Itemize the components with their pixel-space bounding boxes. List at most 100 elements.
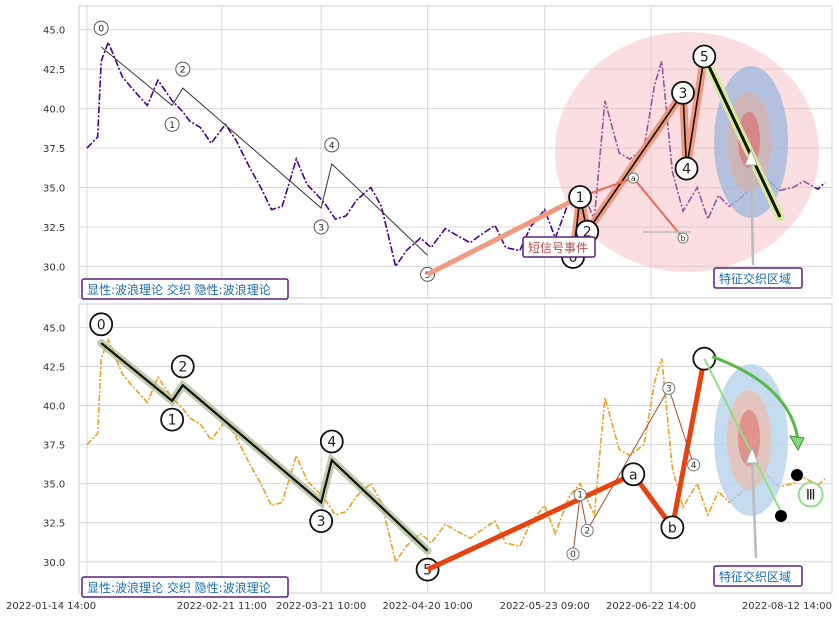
small-marker-label: 4 — [691, 461, 697, 471]
feature-zone-label: 特征交织区域 — [719, 569, 791, 584]
small-marker — [687, 458, 701, 472]
primary-wave-line — [100, 46, 428, 256]
price-series-line — [86, 40, 826, 269]
big-wave-marker — [692, 44, 717, 69]
y-tick-label: 42.5 — [43, 362, 65, 373]
wave-marker-label: 1 — [168, 413, 177, 429]
zone-arrow — [750, 457, 758, 559]
y-tick-label: 37.5 — [43, 144, 65, 155]
wave-marker — [175, 61, 191, 77]
x-tick-label: 2022-05-23 09:00 — [500, 601, 590, 612]
wave-marker — [309, 509, 334, 534]
big-wave-marker — [568, 185, 593, 209]
big-marker — [621, 462, 646, 487]
panel-bottom: 45.0 42.5 40.0 37.5 35.0 32.5 30.0 0 1 2 3 4 5 0 1 2 3 4 a… — [6, 303, 833, 612]
small-marker — [580, 524, 594, 538]
big-wave-marker-label: 1 — [576, 190, 585, 206]
primary-wave-line — [100, 342, 429, 552]
x-tick-label: 2022-01-14 14:00 — [6, 601, 96, 612]
big-wave-marker-label: 0 — [569, 250, 578, 266]
short-signal-label: 短信号事件 — [528, 241, 588, 255]
legend-text: 显性:波浪理论 交织 隐性:波浪理论 — [87, 580, 271, 595]
big-wave-marker-label: 3 — [679, 86, 688, 102]
wave-marker-label: 0 — [97, 317, 106, 333]
short-signal-band — [426, 194, 582, 277]
feature-zone-box — [713, 565, 803, 587]
small-marker-label: 2 — [584, 527, 590, 537]
big-wave-marker — [674, 156, 699, 181]
small-marker-label: 3 — [666, 384, 672, 394]
wave-marker — [93, 20, 109, 36]
small-marker-label: a — [631, 174, 636, 183]
small-marker — [677, 232, 689, 244]
x-tick-label: 2022-03-21 10:00 — [276, 601, 366, 612]
small-marker-label: 1 — [577, 491, 583, 501]
x-tick-label: 2022-06-22 14:00 — [606, 601, 696, 612]
wave-marker — [164, 116, 180, 132]
big-marker — [660, 515, 685, 540]
zone-arrow-head — [745, 446, 759, 464]
wave-marker — [324, 137, 340, 153]
y-tick-label: 30.0 — [43, 558, 65, 569]
y-tick-label: 42.5 — [43, 65, 65, 76]
feature-zone-label: 特征交织区域 — [719, 271, 791, 286]
y-tick-label: 32.5 — [43, 519, 65, 530]
big-wave-marker-label: 2 — [583, 225, 592, 241]
x-tick-label: 2022-08-12 14:00 — [742, 601, 832, 612]
orange-wave-line — [426, 358, 707, 572]
feature-zone-box — [713, 267, 803, 289]
green-projection — [703, 358, 782, 513]
y-tick-label: 40.0 — [43, 105, 65, 116]
feature-zone-core — [738, 410, 760, 466]
wave-marker-label: 2 — [178, 359, 187, 375]
wave-marker-label: 2 — [180, 66, 186, 76]
wave-marker-label: 3 — [318, 223, 324, 233]
wave-marker-label: 1 — [169, 121, 175, 131]
panel-top: 45.0 42.5 40.0 37.5 35.0 32.5 30.0 0 1 2 3 4 5 a b 1 2 3 4… — [43, 5, 833, 300]
projection-line — [702, 55, 782, 218]
small-marker — [662, 381, 676, 395]
x-tick-label: 2022-02-21 11:00 — [177, 601, 267, 612]
wave-marker — [319, 429, 344, 454]
small-marker — [627, 172, 639, 184]
wave-marker — [170, 354, 195, 379]
black-dot — [775, 510, 787, 522]
zone-arrow — [749, 159, 755, 266]
legend-box — [81, 278, 289, 300]
black-dot — [791, 469, 803, 481]
zone-arrow-head — [744, 148, 758, 166]
big-wave-marker-label: 5 — [700, 50, 709, 66]
wave-marker — [313, 219, 329, 235]
big-marker-label: b — [668, 520, 677, 536]
small-marker-label: b — [680, 234, 685, 243]
wave-marker-label: 4 — [327, 434, 336, 450]
small-marker — [573, 488, 587, 502]
big-marker-label: a — [629, 467, 638, 483]
wave-marker-label: 3 — [317, 514, 326, 530]
big-wave-marker-label: 4 — [682, 162, 691, 178]
legend-box — [81, 576, 289, 598]
green-curve-head — [789, 435, 805, 452]
y-tick-label: 35.0 — [43, 480, 65, 491]
wave-marker — [160, 407, 185, 432]
y-tick-label: 45.0 — [43, 26, 65, 37]
legend-text: 显性:波浪理论 交织 隐性:波浪理论 — [87, 282, 271, 297]
y-tick-label: 45.0 — [43, 323, 65, 334]
y-tick-label: 30.0 — [43, 262, 65, 273]
green-curve — [711, 355, 800, 441]
price-series-line — [86, 337, 826, 564]
wave-marker-label: 0 — [98, 25, 104, 35]
big-wave-marker — [671, 80, 695, 105]
short-signal-box — [522, 236, 596, 258]
small-marker — [566, 547, 580, 561]
wave-marker-label: 4 — [329, 141, 335, 151]
wave-marker-label: 5 — [425, 271, 431, 281]
wave-marker — [89, 312, 114, 337]
y-tick-label: 40.0 — [43, 402, 65, 413]
big-marker — [797, 481, 824, 508]
y-tick-label: 37.5 — [43, 441, 65, 452]
x-tick-label: 2022-04-20 10:00 — [383, 601, 473, 612]
y-tick-label: 35.0 — [43, 184, 65, 195]
